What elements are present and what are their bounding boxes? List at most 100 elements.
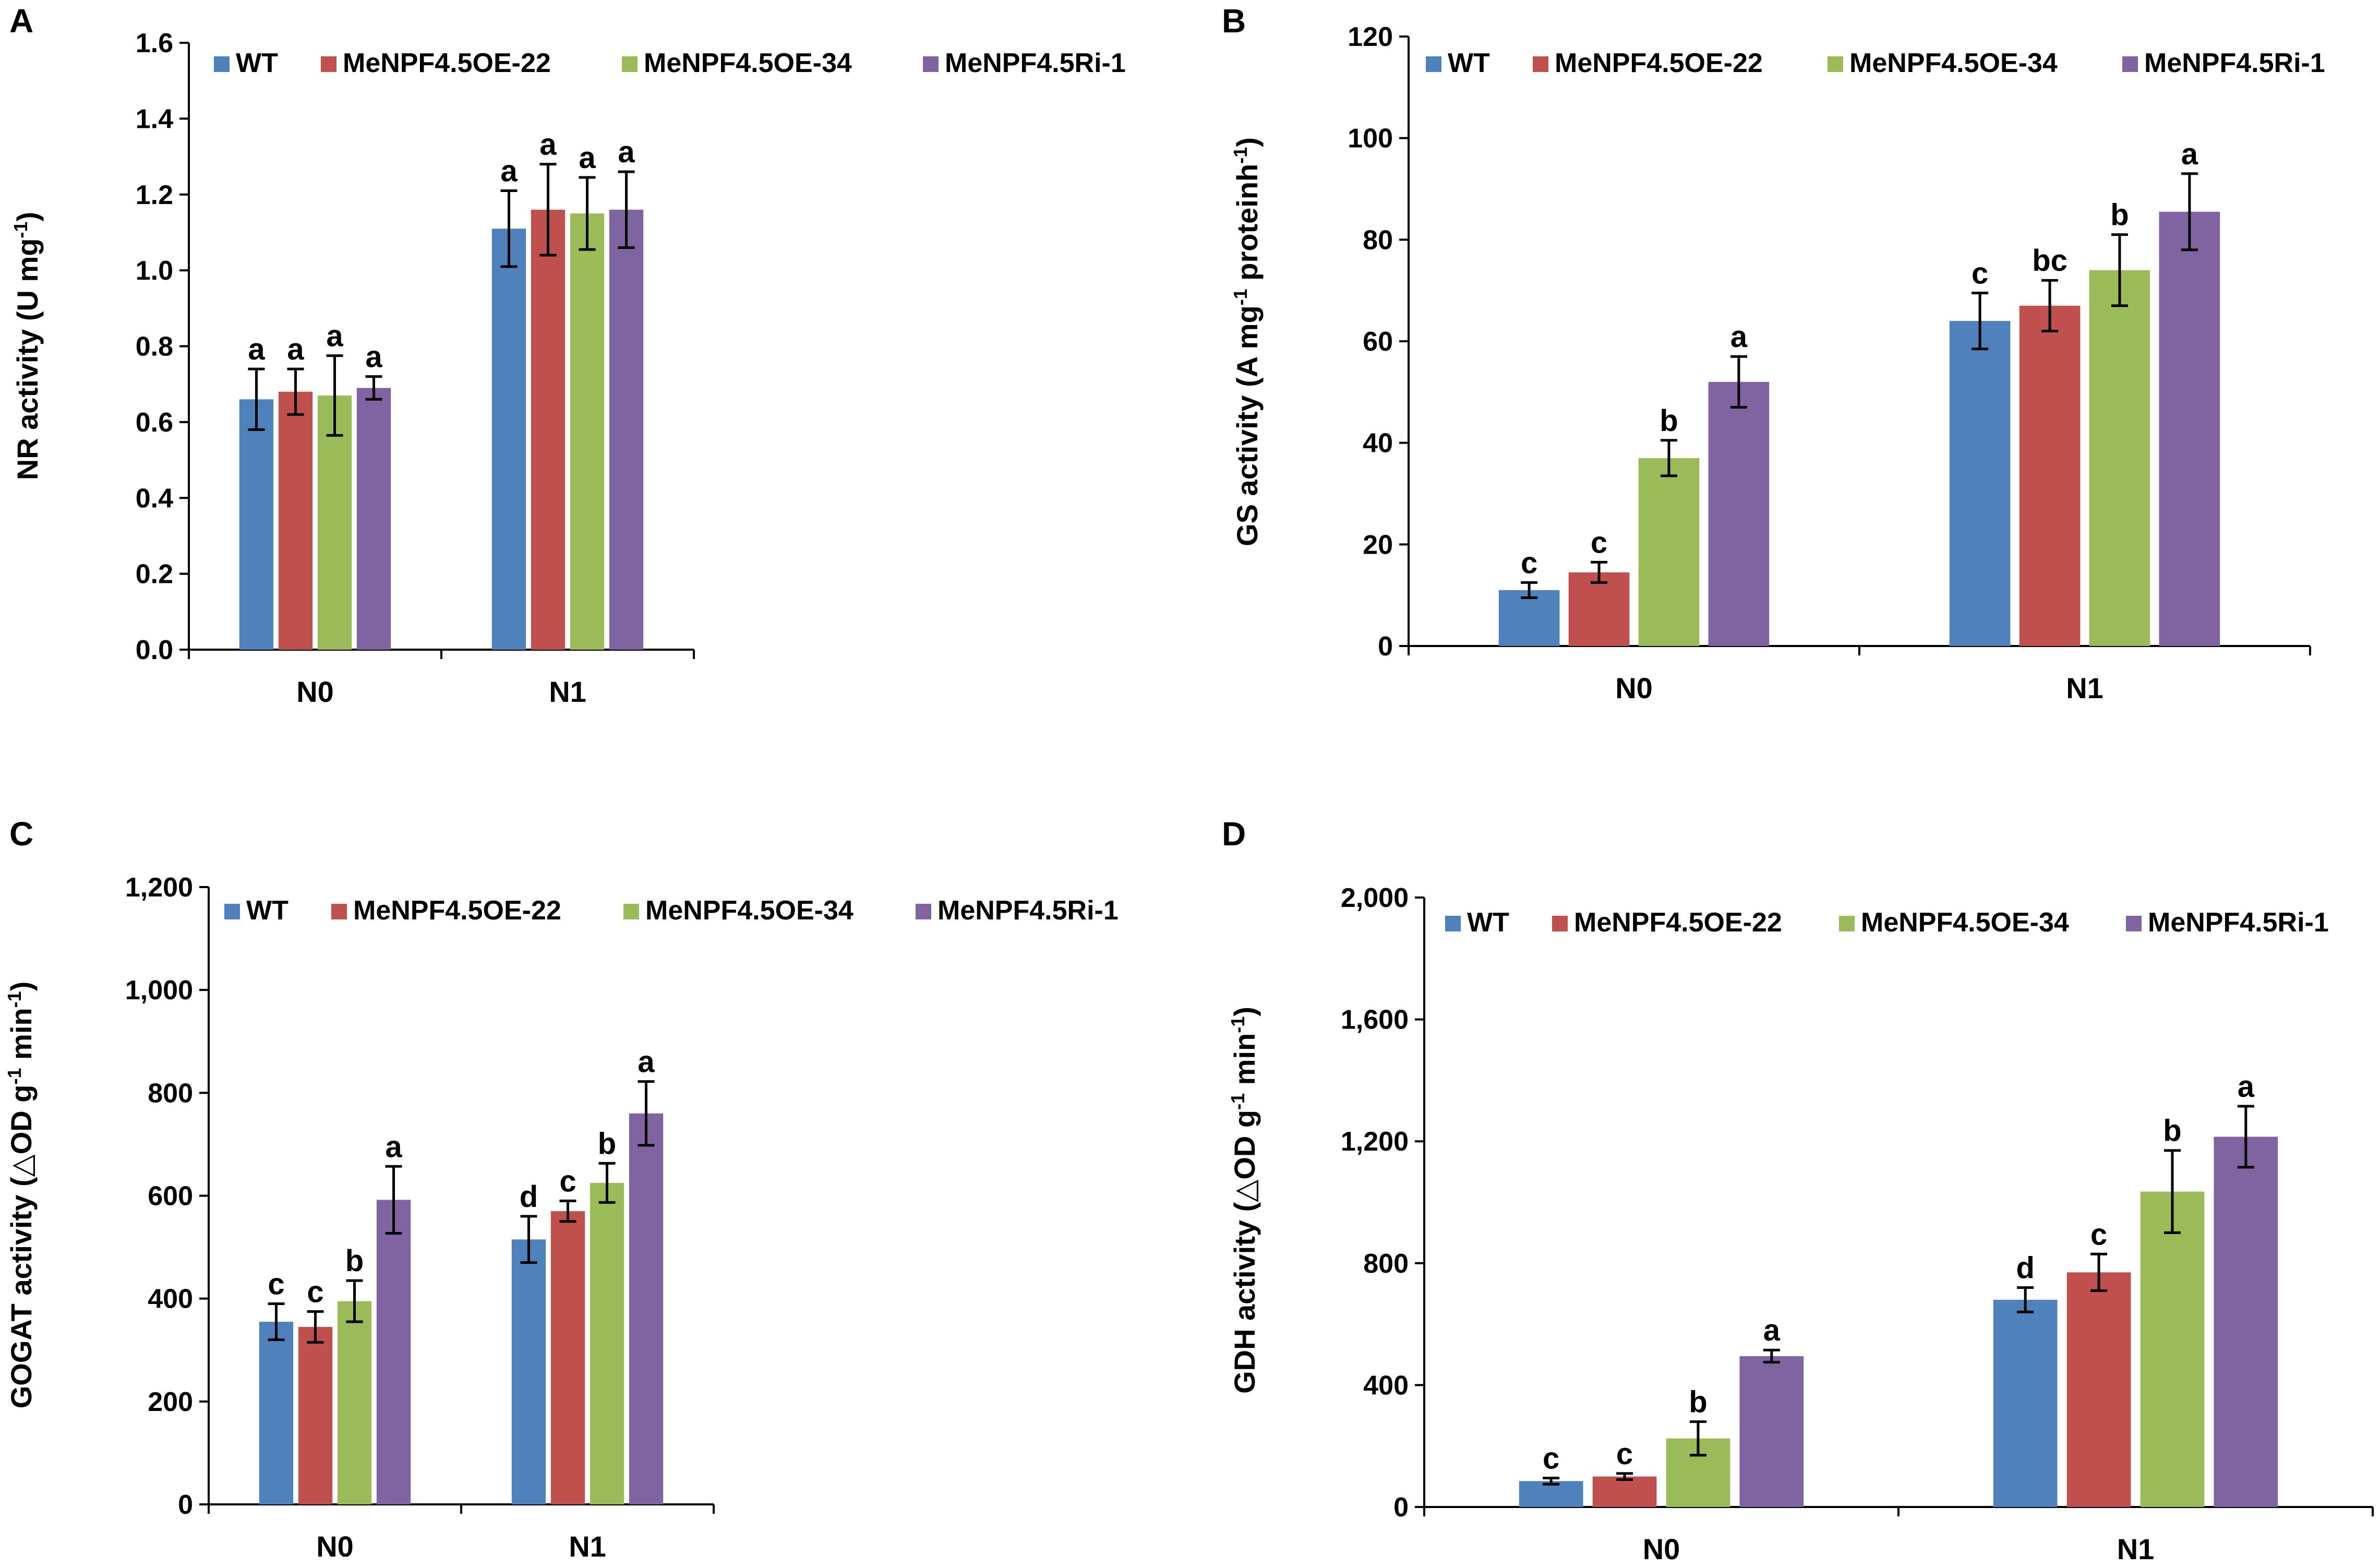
significance-letter: a [638, 1045, 655, 1079]
significance-letter: b [2163, 1114, 2181, 1148]
y-tick-label: 1.2 [136, 180, 173, 210]
y-tick-label: 1,000 [125, 975, 193, 1006]
significance-letter: a [539, 128, 557, 162]
y-tick-label: 1.6 [136, 28, 173, 58]
legend-swatch [1445, 916, 1461, 931]
significance-letter: c [307, 1275, 323, 1309]
legend-swatch [331, 904, 347, 919]
significance-letter: a [1730, 320, 1748, 354]
bar-MeNPF4.5OE-22-N1 [2066, 1272, 2131, 1507]
bar-WT-N1 [491, 229, 526, 650]
y-tick-label: 1.4 [136, 104, 173, 134]
y-axis-title: NR activity (U mg-1) [10, 212, 44, 480]
significance-letter: a [248, 332, 265, 366]
bar-MeNPF4.5Ri-1-N0 [1739, 1356, 1804, 1507]
y-tick-label: 0.2 [136, 559, 173, 590]
chart-panel-A: A0.00.20.40.60.81.01.21.41.6N0 N1aaaaaaaa… [9, 2, 1126, 708]
significance-letter: bc [2032, 244, 2068, 278]
legend-label: WT [1448, 48, 1490, 78]
y-tick-label: 0.8 [136, 332, 173, 362]
y-tick-label: 600 [148, 1181, 193, 1212]
x-tick-label: N0 [316, 1530, 354, 1563]
chart-panel-B: B 0 20 40 60 80 100 120 N0 N1 c c c bc b b a a WT MeNPF4.5O… [1222, 2, 2325, 704]
y-axis-title-superscript: -1 [1230, 289, 1251, 305]
legend-swatch [1426, 56, 1441, 72]
y-axis-title-part: ) [1231, 137, 1264, 147]
y-tick-label: 1,200 [1341, 1127, 1409, 1157]
legend-label: MeNPF4.5Ri-1 [945, 48, 1126, 78]
y-axis-title-superscript: -1 [10, 222, 31, 238]
y-tick-label: 1.0 [136, 256, 173, 286]
y-axis-title-part: ) [5, 982, 38, 991]
legend-swatch [214, 56, 230, 72]
significance-letter: a [579, 141, 596, 175]
legend-label: MeNPF4.5OE-22 [1574, 907, 1782, 938]
significance-letter: c [2090, 1217, 2107, 1251]
y-tick-label: 60 [1363, 327, 1393, 357]
legend-label: WT [236, 48, 278, 78]
significance-letter: c [268, 1267, 284, 1301]
legend-swatch [1552, 916, 1568, 931]
significance-letter: a [618, 135, 635, 169]
y-axis-title-part: proteinh [1231, 164, 1264, 289]
bar-MeNPF4.5OE-34-N0 [1638, 458, 1700, 646]
panel-label: A [9, 2, 33, 40]
y-axis-title-part: ) [1228, 1007, 1261, 1016]
significance-letter: c [1521, 546, 1537, 580]
significance-letter: d [520, 1180, 538, 1214]
significance-letter: d [2016, 1251, 2034, 1285]
significance-letter: a [2181, 137, 2198, 171]
significance-letter: b [2110, 198, 2129, 232]
significance-letter: b [345, 1244, 364, 1278]
y-tick-label: 1,200 [125, 872, 193, 903]
legend-label: MeNPF4.5Ri-1 [2148, 907, 2329, 938]
legend-label: WT [1467, 907, 1509, 938]
y-tick-label: 120 [1348, 22, 1393, 52]
legend-swatch [1533, 56, 1548, 72]
significance-letter: a [287, 332, 304, 366]
significance-letter: c [1543, 1442, 1559, 1476]
bar-MeNPF4.5OE-22-N0 [1592, 1476, 1657, 1507]
bar-MeNPF4.5Ri-1-N1 [2159, 211, 2220, 646]
y-tick-label: 40 [1363, 428, 1393, 459]
y-tick-label: 100 [1348, 124, 1393, 154]
y-axis-title: GS activity (A mg-1 proteinh-1) [1230, 137, 1264, 546]
x-tick-label: N1 [549, 675, 586, 708]
significance-letter: c [1616, 1437, 1633, 1471]
bar-MeNPF4.5OE-34-N1 [570, 213, 605, 650]
y-axis-title-superscript: -1 [1230, 147, 1251, 164]
bar-MeNPF4.5OE-22-N0 [298, 1326, 333, 1504]
bar-WT-N1 [1993, 1299, 2058, 1507]
significance-letter: b [598, 1127, 616, 1161]
y-axis-title-part: NR activity (U mg [11, 238, 44, 481]
legend-swatch [622, 56, 638, 72]
y-tick-label: 0 [1378, 631, 1393, 662]
legend-label: MeNPF4.5OE-34 [645, 895, 854, 926]
x-tick-label: N1 [2117, 1533, 2155, 1565]
y-tick-label: 80 [1363, 225, 1393, 255]
y-tick-label: 400 [148, 1284, 193, 1314]
bar-MeNPF4.5OE-34-N0 [317, 395, 352, 650]
bar-WT-N0 [239, 399, 274, 650]
legend-label: MeNPF4.5Ri-1 [2144, 48, 2325, 78]
y-tick-label: 0.4 [136, 483, 173, 513]
bar-MeNPF4.5OE-22-N1 [550, 1211, 585, 1504]
legend-label: WT [246, 895, 289, 926]
legend-label: MeNPF4.5OE-34 [644, 48, 852, 78]
bar-MeNPF4.5Ri-1-N0 [1708, 381, 1770, 646]
bar-MeNPF4.5OE-34-N1 [590, 1182, 624, 1504]
x-tick-label: N0 [1615, 672, 1653, 704]
bar-MeNPF4.5OE-22-N0 [1568, 572, 1630, 646]
bar-MeNPF4.5OE-22-N1 [2019, 305, 2081, 646]
legend-swatch [2122, 56, 2138, 72]
legend-swatch [321, 56, 336, 72]
significance-letter: a [326, 319, 343, 353]
y-axis-title-superscript: -1 [1227, 1016, 1248, 1033]
bar-MeNPF4.5OE-22-N0 [278, 391, 313, 650]
y-axis-title-superscript: -1 [1227, 1093, 1248, 1110]
bar-MeNPF4.5Ri-1-N0 [376, 1200, 411, 1504]
legend-label: MeNPF4.5OE-22 [353, 895, 561, 926]
chart-panel-D: D 0 400 800 1,200 1,600 2,000 N0 N1 c d c c b b a a WT MeN… [1222, 815, 2374, 1565]
significance-letter: c [1591, 525, 1607, 559]
y-tick-label: 800 [1363, 1249, 1409, 1279]
